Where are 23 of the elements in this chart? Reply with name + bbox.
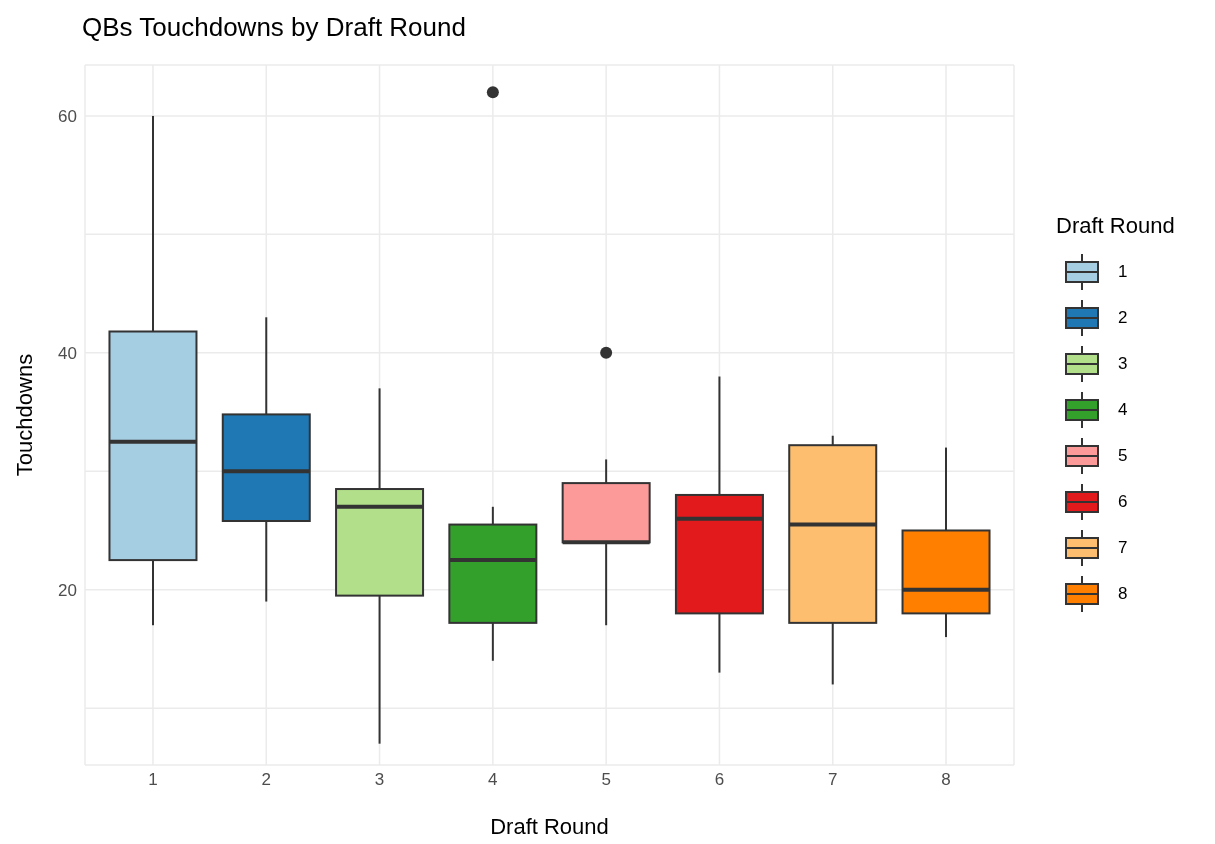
legend-label: 8 — [1118, 584, 1128, 604]
legend-label: 1 — [1118, 262, 1128, 282]
y-tick-label: 20 — [58, 580, 77, 600]
y-tick-label: 40 — [58, 343, 77, 363]
x-tick-label: 6 — [714, 770, 725, 790]
legend-label: 6 — [1118, 492, 1128, 512]
y-tick-label: 60 — [58, 106, 77, 126]
x-tick-label: 5 — [601, 770, 611, 790]
x-tick-label: 8 — [941, 770, 951, 790]
legend-label: 7 — [1118, 538, 1128, 558]
legend-label: 5 — [1118, 446, 1128, 466]
x-tick-label: 2 — [261, 770, 271, 790]
legend-label: 3 — [1118, 354, 1128, 374]
x-tick-label: 7 — [828, 770, 838, 790]
legend-label: 2 — [1118, 308, 1128, 328]
chart-title: QBs Touchdowns by Draft Round — [82, 12, 466, 43]
x-axis-title: Draft Round — [489, 814, 610, 840]
x-tick-label: 4 — [488, 770, 498, 790]
legend-title: Draft Round — [1056, 213, 1175, 239]
x-tick-label: 1 — [148, 770, 158, 790]
x-tick-label: 3 — [374, 770, 385, 790]
legend-label: 4 — [1118, 400, 1128, 420]
y-axis-title: Touchdowns — [12, 353, 38, 477]
